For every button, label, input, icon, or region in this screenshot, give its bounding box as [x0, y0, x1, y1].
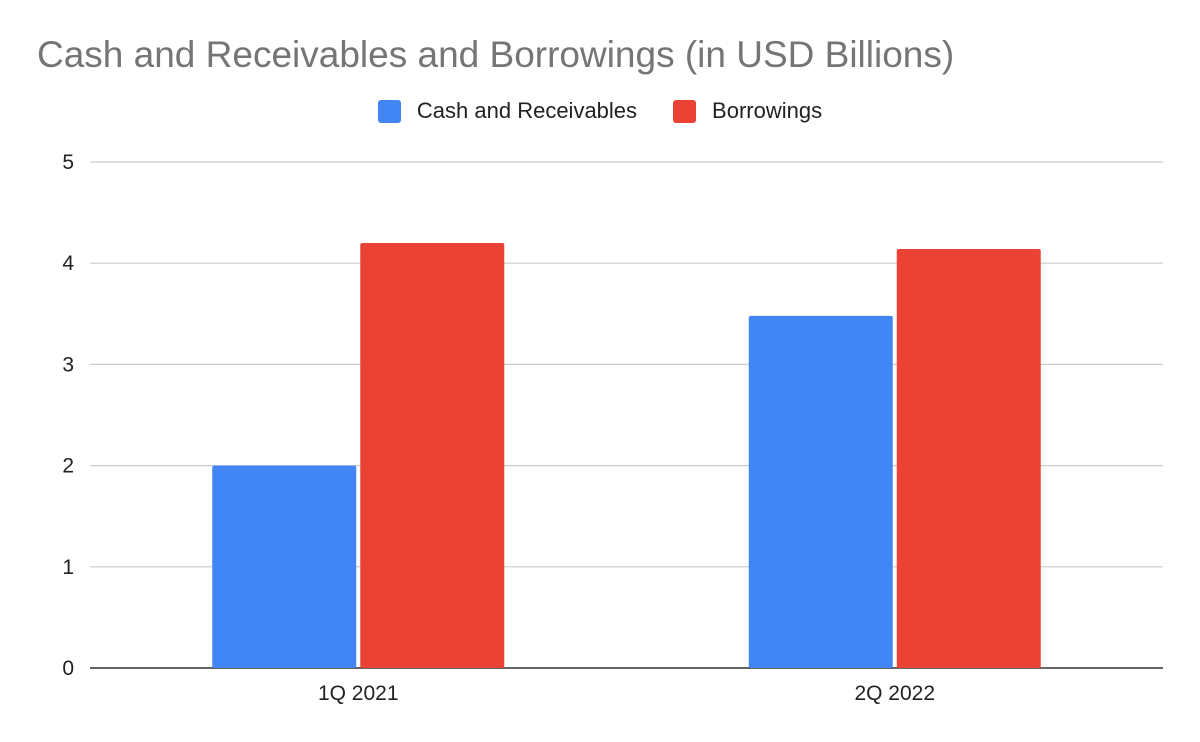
- legend-swatch-cash-and-receivables: [377, 99, 401, 123]
- legend-label-borrowings: Borrowings: [712, 98, 823, 123]
- legend: Cash and Receivables Borrowings: [0, 98, 1200, 124]
- y-tick-label: 0: [62, 657, 74, 680]
- x-tick-label: 1Q 2021: [318, 682, 399, 705]
- bar-cash-and-receivables-2[interactable]: [748, 315, 893, 668]
- bar-cash-and-receivables-1[interactable]: [212, 465, 357, 668]
- legend-item-borrowings[interactable]: Borrowings: [673, 98, 822, 124]
- legend-swatch-borrowings: [673, 99, 697, 123]
- y-tick-label: 1: [62, 556, 74, 579]
- x-tick-label: 2Q 2022: [854, 682, 935, 705]
- legend-item-cash-and-receivables[interactable]: Cash and Receivables: [377, 98, 638, 124]
- chart-title: Cash and Receivables and Borrowings (in …: [37, 34, 955, 75]
- y-tick-label: 3: [62, 353, 74, 376]
- legend-label-cash-and-receivables: Cash and Receivables: [416, 98, 638, 123]
- bar-borrowings-2[interactable]: [896, 249, 1041, 669]
- y-tick-label: 5: [62, 151, 74, 174]
- bar-borrowings-1[interactable]: [360, 242, 505, 668]
- y-tick-label: 2: [62, 455, 74, 478]
- y-tick-label: 4: [62, 252, 74, 275]
